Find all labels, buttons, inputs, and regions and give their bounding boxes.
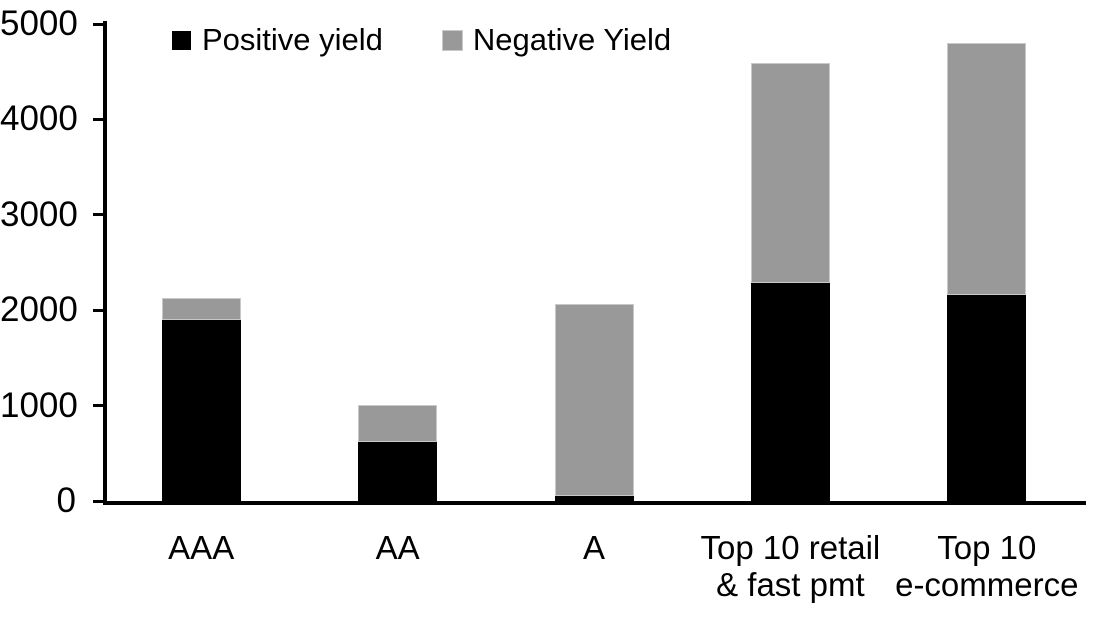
legend-item-positive-yield: Positive yield [172, 22, 383, 58]
y-axis-tick [93, 499, 103, 503]
x-axis-category-label: AAA [168, 529, 235, 566]
bar-segment-aa-positive-yield [358, 441, 438, 501]
y-axis-tick [93, 213, 103, 217]
legend-label-positive-yield: Positive yield [202, 22, 383, 57]
x-axis-category-label: AA [375, 529, 420, 566]
y-axis-tick-label: 3000 [0, 194, 78, 234]
x-axis-line [103, 501, 1086, 505]
legend-swatch-positive-yield [172, 30, 191, 50]
y-axis-tick [93, 22, 103, 26]
x-axis-category-label: A [582, 529, 605, 566]
y-axis-tick-label: 1000 [0, 385, 78, 425]
bar-segment-a-negative-yield [554, 304, 634, 497]
bar-segment-top-10-retail-fast-pmt-negative-yield [750, 63, 830, 283]
bar-segment-top-10-e-commerce-positive-yield [947, 294, 1027, 501]
x-axis-category-label: Top 10 retail & fast pmt [700, 529, 881, 603]
y-axis-tick [93, 308, 103, 312]
y-axis-tick-label: 0 [56, 481, 76, 520]
bar-segment-aaa-negative-yield [161, 297, 241, 320]
x-axis-category-label: Top 10 e-commerce [895, 529, 1079, 603]
y-axis-tick [93, 117, 103, 121]
legend-swatch-negative-yield [442, 30, 462, 50]
y-axis-line [103, 21, 107, 504]
bar-segment-a-positive-yield [554, 496, 634, 501]
bar-segment-aaa-positive-yield [161, 319, 241, 501]
bar-segment-top-10-e-commerce-negative-yield [947, 43, 1027, 295]
bar-segment-top-10-retail-fast-pmt-positive-yield [750, 282, 830, 501]
y-axis-tick-label: 5000 [0, 4, 78, 43]
y-axis-tick-label: 4000 [0, 99, 78, 139]
chart-legend: Positive yield Negative Yield [172, 22, 671, 58]
bar-segment-aa-negative-yield [358, 404, 438, 442]
legend-label-negative-yield: Negative Yield [472, 22, 672, 57]
y-axis-tick [93, 404, 103, 408]
legend-item-negative-yield: Negative Yield [442, 22, 672, 58]
y-axis-tick-label: 2000 [0, 290, 78, 330]
